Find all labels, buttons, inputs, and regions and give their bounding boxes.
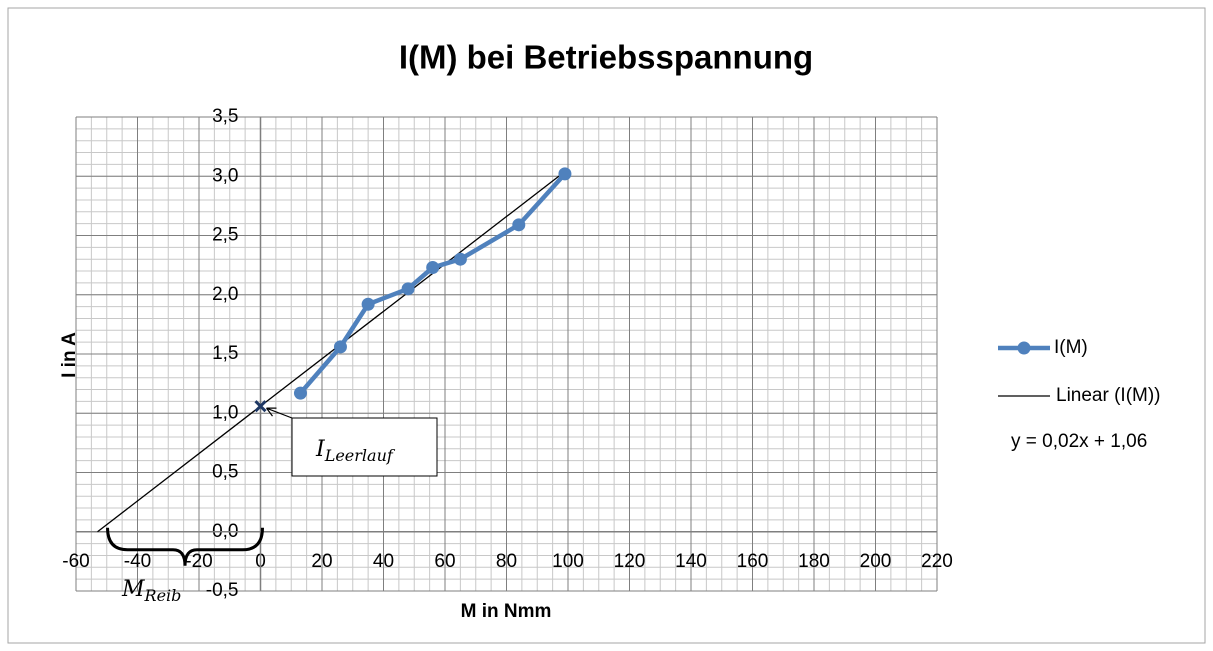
x-axis-title: M in Nmm	[461, 601, 552, 622]
brace	[106, 527, 264, 566]
y-tick-label: 2,0	[212, 284, 238, 305]
y-tick-label: 3,5	[212, 106, 238, 127]
x-tick-label: 220	[921, 551, 953, 572]
chart-border	[7, 7, 1206, 644]
chart-title: I(M) bei Betriebsspannung	[399, 39, 813, 76]
x-tick-label: 180	[798, 551, 830, 572]
y-tick-label: -0,5	[206, 580, 239, 601]
legend-marker	[1017, 341, 1031, 355]
trendline-equation: y = 0,02x + 1,06	[1011, 431, 1147, 452]
trendline	[97, 170, 566, 533]
x-tick-label: -40	[124, 551, 151, 572]
data-point	[293, 386, 307, 400]
x-tick-label: -60	[62, 551, 89, 572]
y-axis-title: I in A	[59, 332, 80, 378]
annotation-main: I	[315, 437, 326, 462]
data-point	[426, 260, 440, 274]
legend-label: I(M)	[1054, 337, 1088, 358]
x-tick-label: 80	[496, 551, 517, 572]
data-point	[558, 167, 572, 181]
x-tick-label: 40	[373, 551, 394, 572]
annotation-main: M	[121, 577, 145, 602]
data-point	[512, 218, 526, 232]
x-tick-label: 100	[552, 551, 584, 572]
intercept-marker	[254, 400, 267, 413]
y-tick-label: 3,0	[212, 165, 238, 186]
annotation-arrow	[266, 407, 293, 419]
legend-label: Linear (I(M))	[1056, 385, 1161, 406]
annotation-sub: Leerlauf	[324, 446, 396, 465]
x-tick-label: 20	[311, 551, 332, 572]
y-tick-label: 2,5	[212, 225, 238, 246]
x-tick-label: 140	[675, 551, 707, 572]
x-tick-label: 200	[860, 551, 892, 572]
annotation-sub: Reib	[144, 586, 182, 605]
y-tick-label: 1,0	[212, 402, 238, 423]
data-point	[361, 297, 375, 311]
x-tick-label: -20	[185, 551, 212, 572]
annotation-label: ILeerlauf	[315, 437, 396, 465]
y-tick-label: 1,5	[212, 343, 238, 364]
x-tick-label: 120	[614, 551, 646, 572]
x-tick-label: 160	[737, 551, 769, 572]
y-tick-label: 0,5	[212, 462, 238, 483]
series-line	[298, 172, 567, 395]
data-point	[401, 282, 415, 296]
data-point	[333, 340, 347, 354]
annotation-label: MReib	[121, 577, 181, 605]
data-point	[453, 252, 467, 266]
x-tick-label: 60	[434, 551, 455, 572]
annotation-box	[291, 417, 438, 477]
